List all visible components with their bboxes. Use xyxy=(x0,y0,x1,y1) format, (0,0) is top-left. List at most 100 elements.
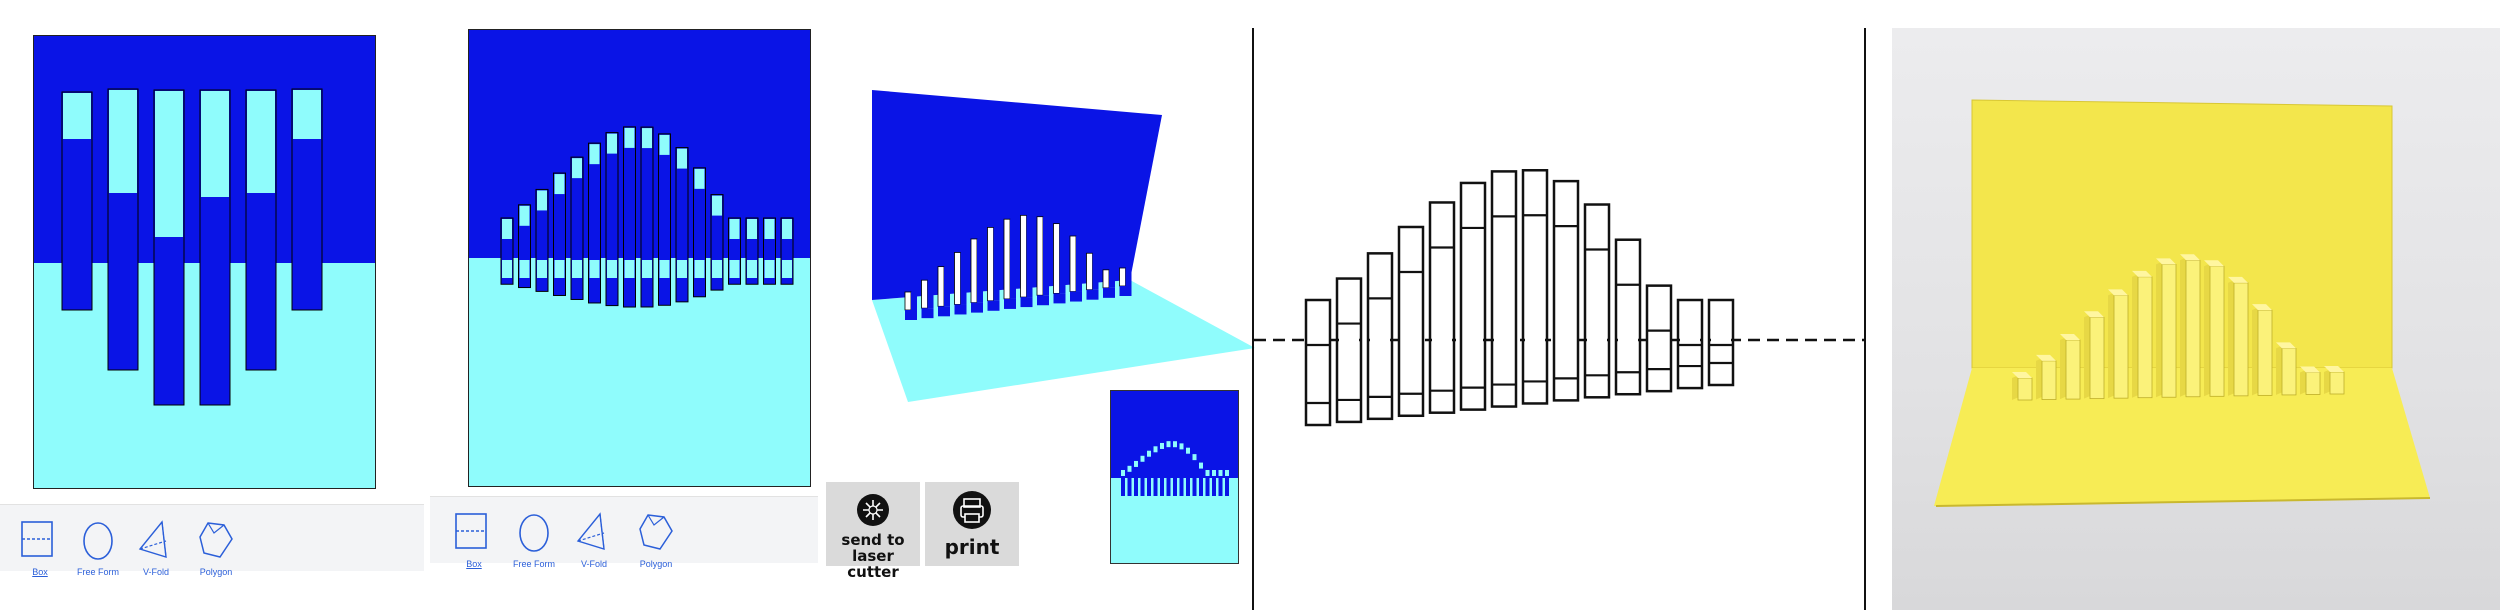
strip-face xyxy=(659,260,670,278)
cut-outline xyxy=(1552,179,1580,402)
bar-top xyxy=(2180,254,2200,261)
bar-front xyxy=(2161,263,2177,398)
strip-face xyxy=(1179,443,1184,450)
fold-gap xyxy=(1401,337,1421,343)
strip xyxy=(570,156,584,300)
strip-face xyxy=(572,260,582,278)
tool-free-form[interactable]: Free Form xyxy=(504,507,564,577)
strip xyxy=(658,133,671,306)
bar-front xyxy=(2089,316,2105,400)
strip-face xyxy=(1192,454,1197,461)
shape-toolbar-2: Box Free Form V-Fold Polygon xyxy=(430,496,818,569)
tool-box[interactable]: Box xyxy=(444,507,504,577)
bar-top xyxy=(2036,354,2056,361)
cut-outline xyxy=(1335,277,1363,424)
strip-face xyxy=(712,195,722,216)
strip xyxy=(1225,470,1229,496)
send-to-laser-cutter-button[interactable]: send to laser cutter xyxy=(826,482,920,580)
preview-floor xyxy=(872,280,1255,402)
strip-face xyxy=(1166,441,1171,448)
bar-top xyxy=(2252,304,2272,311)
bar-side xyxy=(1026,215,1033,298)
tool-free-form[interactable]: Free Form xyxy=(68,515,128,585)
bar-side xyxy=(993,227,1000,301)
thumbnail-design xyxy=(1111,391,1238,563)
tool-label: Polygon xyxy=(199,567,233,577)
bar-front xyxy=(2281,347,2297,396)
strip-face xyxy=(677,148,687,169)
print-button[interactable]: print xyxy=(925,482,1019,566)
strip-face xyxy=(694,168,705,189)
bar-front xyxy=(904,291,912,311)
bar-front xyxy=(1020,214,1027,298)
strip-face xyxy=(1121,470,1125,476)
design-canvas-1[interactable] xyxy=(33,35,376,489)
strip xyxy=(1186,447,1190,496)
divider-right xyxy=(1864,28,1866,610)
popup-card-photo xyxy=(1892,28,2500,610)
tool-label: V-Fold xyxy=(580,559,607,569)
tool-polygon[interactable]: Polygon xyxy=(626,507,686,577)
box-fold-icon xyxy=(21,521,53,557)
laser-button-line2: laser cutter xyxy=(847,547,899,581)
bar-side xyxy=(1092,253,1099,290)
strip-face xyxy=(1212,470,1216,476)
laser-button-line1: send to xyxy=(841,531,905,549)
popup-design-2 xyxy=(469,30,810,486)
strip-face xyxy=(1134,460,1138,467)
bar-top xyxy=(2108,289,2128,296)
strip-face xyxy=(293,90,321,139)
strip xyxy=(1127,465,1132,496)
free-form-icon xyxy=(83,522,113,560)
tool-label: Free Form xyxy=(512,559,555,569)
strip-face xyxy=(537,260,547,278)
fold-gap xyxy=(1494,337,1514,343)
tool-v-fold[interactable]: V-Fold xyxy=(564,507,624,577)
bar-top xyxy=(2084,311,2104,318)
free-form-icon xyxy=(519,514,549,552)
strip-face xyxy=(607,260,617,278)
strip-face xyxy=(155,91,183,237)
strip-face xyxy=(1205,470,1210,476)
strip xyxy=(1218,470,1223,496)
shape-toolbar-1: Box Free Form V-Fold Polygon xyxy=(0,504,424,577)
tool-v-fold[interactable]: V-Fold xyxy=(126,515,186,585)
bar-top xyxy=(2132,270,2152,277)
bar-side xyxy=(1109,269,1115,288)
bar-front xyxy=(954,252,961,305)
bar-base xyxy=(938,306,950,317)
bar-top xyxy=(2060,333,2080,340)
strip-face xyxy=(63,93,91,139)
strip-face xyxy=(624,127,635,148)
strip-face xyxy=(642,260,652,278)
tool-label: Box xyxy=(466,559,482,569)
bar-side xyxy=(927,280,934,309)
tool-label: Free Form xyxy=(76,567,119,577)
bar-base xyxy=(1053,293,1066,304)
design-canvas-2[interactable] xyxy=(468,29,811,487)
tool-label: V-Fold xyxy=(142,567,169,577)
fold-gap xyxy=(1463,337,1483,343)
fold-gap xyxy=(1618,337,1638,343)
bar-front xyxy=(2209,265,2225,397)
design-thumbnail[interactable] xyxy=(1110,390,1239,564)
bar-base xyxy=(1037,295,1049,306)
tool-label: Box xyxy=(32,567,48,577)
yellow-popup-card xyxy=(1934,99,2431,507)
strip xyxy=(1205,470,1210,496)
bar-front xyxy=(2137,276,2153,399)
strip xyxy=(675,147,689,303)
bar-top xyxy=(2204,260,2224,267)
strip-face xyxy=(1160,442,1164,449)
bar-side xyxy=(1043,216,1049,296)
tool-polygon[interactable]: Polygon xyxy=(186,515,246,585)
3d-preview[interactable] xyxy=(860,80,1260,410)
tool-box[interactable]: Box xyxy=(10,515,70,585)
bar-side xyxy=(1010,219,1016,299)
cut-outline xyxy=(1490,170,1518,408)
bar-front xyxy=(1053,223,1060,294)
bar-front xyxy=(1102,269,1110,289)
bar-base xyxy=(987,300,1000,311)
strip-face xyxy=(1147,450,1151,457)
strip xyxy=(1140,455,1145,496)
